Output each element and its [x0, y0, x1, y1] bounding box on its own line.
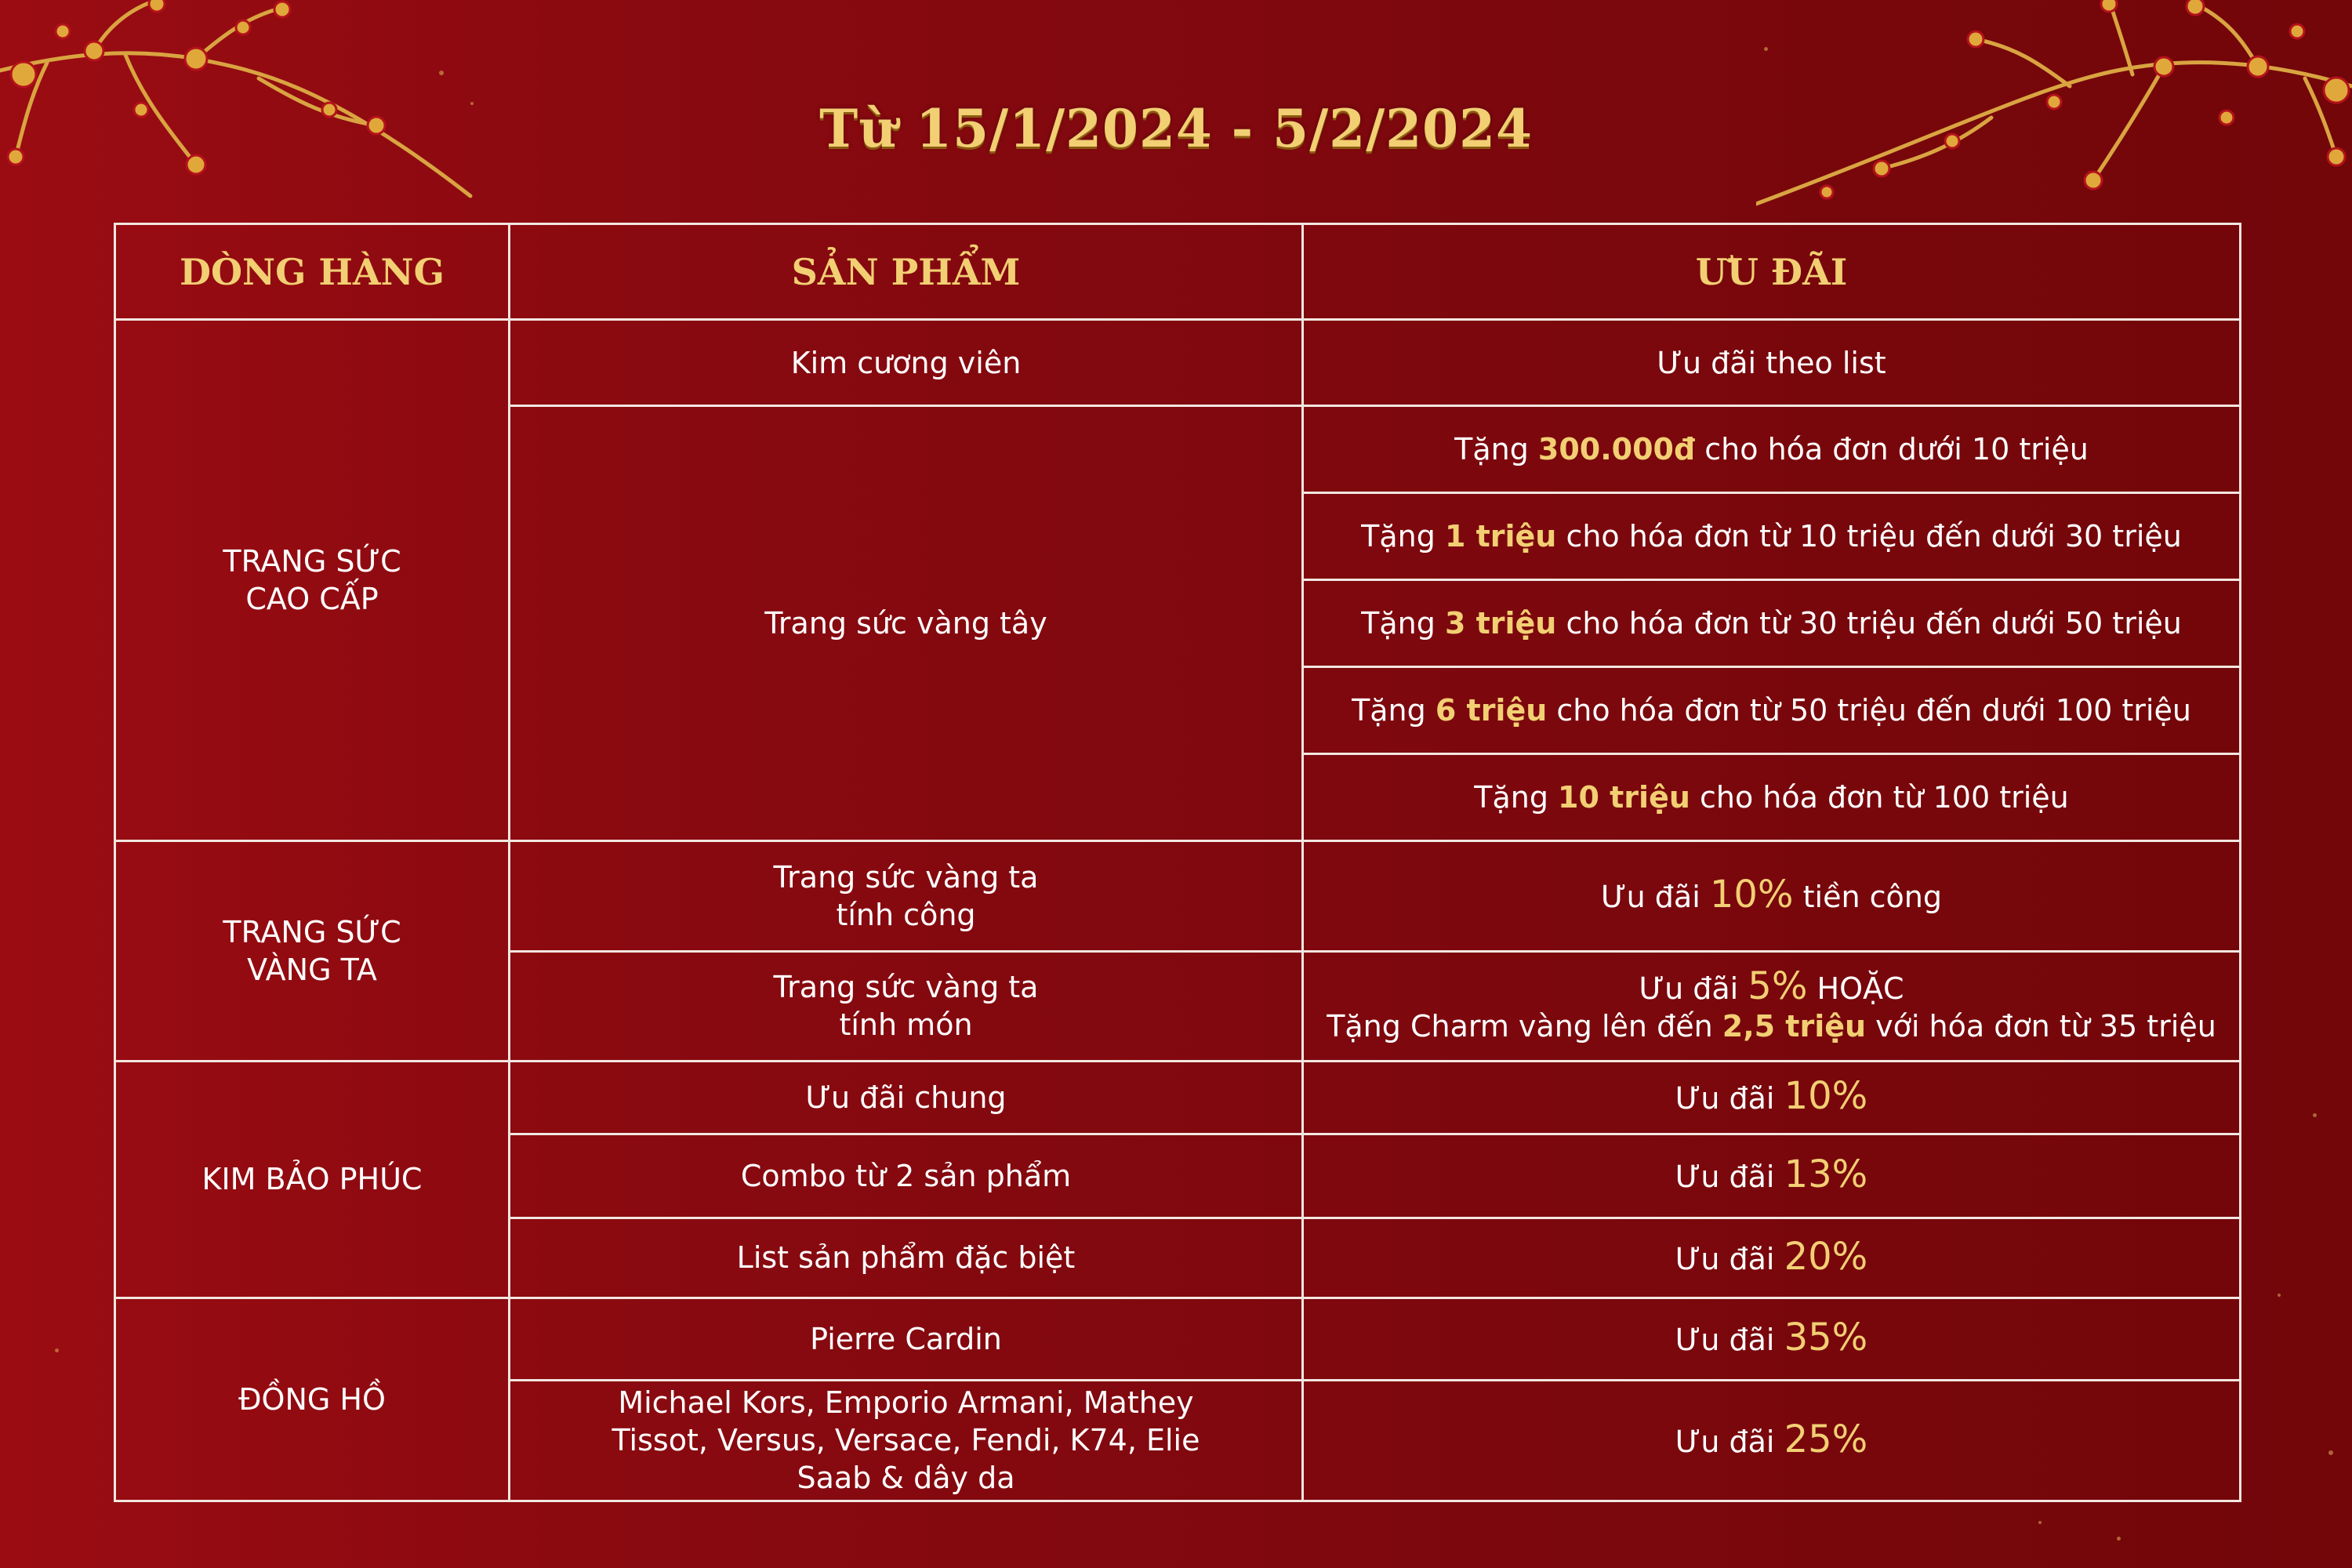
promotion-date-range-title: Từ 15/1/2024 - 5/2/2024 [819, 98, 1533, 159]
product-cell: Michael Kors, Emporio Armani, Mathey Tis… [508, 1378, 1304, 1503]
offer-amount: 10 triệu [1558, 780, 1690, 815]
offer-cell: Tặng 6 triệu cho hóa đơn từ 50 triệu đến… [1301, 666, 2241, 756]
offer-amount: 6 triệu [1435, 693, 1548, 728]
table-row: Combo từ 2 sản phẩm Ưu đãi 13% [115, 1132, 2241, 1219]
offer-cell: Ưu đãi 13% [1301, 1132, 2241, 1219]
category-cell: ĐỒNG HỒ [114, 1296, 510, 1503]
header-product: SẢN PHẨM [508, 222, 1304, 321]
category-cell: TRANG SỨC CAO CẤP [114, 318, 510, 843]
offer-cell: Tặng 300.000đ cho hóa đơn dưới 10 triệu [1301, 405, 2241, 495]
offer-amount: 2,5 triệu [1722, 1008, 1867, 1044]
offer-text: Ưu đãi [1675, 1160, 1784, 1195]
product-cell: List sản phẩm đặc biệt [508, 1216, 1304, 1299]
offer-cell: Ưu đãi 10% tiền công [1301, 840, 2241, 953]
offer-cell: Tặng 10 triệu cho hóa đơn từ 100 triệu [1301, 753, 2241, 843]
offer-text: Tặng Charm vàng lên đến [1327, 1008, 1722, 1044]
offer-text: Tặng [1474, 780, 1559, 815]
offer-text: cho hóa đơn từ 100 triệu [1690, 780, 2069, 815]
offer-amount: 300.000đ [1537, 432, 1696, 467]
table-row: TRANG SỨC CAO CẤP Kim cương viên Ưu đãi … [114, 318, 2241, 843]
offer-line-1: Ưu đãi 5% HOẶC [1319, 967, 2223, 1007]
offer-text: Tặng [1352, 693, 1436, 728]
offer-text: HOẶC [1807, 971, 1904, 1006]
offer-cell: Ưu đãi theo list [1301, 318, 2241, 408]
offer-percent: 10% [1784, 1074, 1868, 1119]
product-cell: Combo từ 2 sản phẩm [508, 1132, 1304, 1219]
offer-text: cho hóa đơn từ 30 triệu đến dưới 50 triệ… [1556, 606, 2182, 641]
offer-text: Tặng [1454, 432, 1538, 467]
offer-cell: Tặng 3 triệu cho hóa đơn từ 30 triệu đến… [1301, 579, 2241, 669]
offer-text: cho hóa đơn từ 10 triệu đến dưới 30 triệ… [1556, 519, 2182, 554]
offer-text: Ưu đãi [1675, 1081, 1784, 1116]
product-cell: Kim cương viên [508, 318, 1304, 408]
offer-text: Ưu đãi [1675, 1241, 1784, 1276]
offer-percent: 25% [1784, 1417, 1868, 1461]
offer-cell: Ưu đãi 20% [1301, 1216, 2241, 1299]
offer-text: Tặng [1361, 519, 1445, 554]
offer-text: với hóa đơn từ 35 triệu [1866, 1008, 2216, 1044]
plum-blossom-branch-left-icon [0, 0, 473, 198]
header-product-line: DÒNG HÀNG [114, 222, 510, 321]
offer-text: tiền công [1793, 880, 1942, 915]
table-header-row: DÒNG HÀNG SẢN PHẨM ƯU ĐÃI [114, 222, 2241, 321]
product-cell: Pierre Cardin [508, 1296, 1304, 1381]
offer-line-2: Tặng Charm vàng lên đến 2,5 triệu với hó… [1319, 1007, 2223, 1045]
offer-text: cho hóa đơn từ 50 triệu đến dưới 100 tri… [1547, 693, 2191, 728]
offer-cell: Ưu đãi 5% HOẶC Tặng Charm vàng lên đến 2… [1301, 949, 2241, 1062]
table-row: ĐỒNG HỒ Pierre Cardin Ưu đãi 35% [114, 1296, 2241, 1503]
product-cell: Trang sức vàng tây [508, 405, 1304, 843]
header-offer: ƯU ĐÃI [1301, 222, 2241, 321]
product-name: Michael Kors, Emporio Armani, Mathey Tis… [612, 1385, 1200, 1496]
offer-cell: Ưu đãi 35% [1301, 1296, 2241, 1381]
offer-cell: Tặng 1 triệu cho hóa đơn từ 10 triệu đến… [1301, 492, 2241, 582]
category-cell: TRANG SỨC VÀNG TA [114, 840, 510, 1062]
offer-amount: 3 triệu [1444, 606, 1557, 641]
offer-text: Ưu đãi [1675, 1424, 1784, 1459]
offer-text: Ưu đãi [1601, 880, 1710, 915]
offer-percent: 35% [1784, 1316, 1868, 1360]
offer-percent: 20% [1784, 1234, 1868, 1279]
plum-blossom-branch-right-icon [1756, 0, 2352, 206]
promotion-table: DÒNG HÀNG SẢN PHẨM ƯU ĐÃI TRANG SỨC CAO … [114, 222, 2241, 1503]
table-row: TRANG SỨC VÀNG TA Trang sức vàng ta tính… [114, 840, 2241, 1062]
offer-text: Tặng [1361, 606, 1445, 641]
category-label: TRANG SỨC CAO CẤP [223, 544, 401, 617]
product-cell: Ưu đãi chung [508, 1059, 1304, 1135]
offer-percent: 10% [1709, 873, 1794, 917]
table-row: Tặng 6 triệu cho hóa đơn từ 50 triệu đến… [115, 666, 2241, 756]
offer-cell: Ưu đãi 25% [1301, 1378, 2241, 1503]
offer-text: Ưu đãi [1639, 971, 1748, 1006]
offer-text: cho hóa đơn dưới 10 triệu [1695, 432, 2089, 467]
category-label: TRANG SỨC VÀNG TA [223, 915, 401, 988]
table-row: Tặng 3 triệu cho hóa đơn từ 30 triệu đến… [115, 579, 2241, 669]
table-row: KIM BẢO PHÚC Ưu đãi chung Ưu đãi 10% [114, 1059, 2241, 1299]
offer-text: Ưu đãi [1675, 1323, 1784, 1358]
product-cell: Trang sức vàng ta tính món [508, 949, 1304, 1062]
offer-amount: 1 triệu [1444, 519, 1557, 554]
table-row: Michael Kors, Emporio Armani, Mathey Tis… [115, 1378, 2241, 1503]
product-cell: Trang sức vàng ta tính công [508, 840, 1304, 953]
table-row: Trang sức vàng tây Tặng 300.000đ cho hóa… [115, 405, 2241, 843]
table-row: Trang sức vàng ta tính món Ưu đãi 5% HOẶ… [115, 949, 2241, 1062]
table-row: Tặng 10 triệu cho hóa đơn từ 100 triệu [115, 753, 2241, 843]
product-name: Trang sức vàng ta tính món [773, 970, 1039, 1043]
category-cell: KIM BẢO PHÚC [114, 1059, 510, 1299]
table-row: List sản phẩm đặc biệt Ưu đãi 20% [115, 1216, 2241, 1299]
offer-percent: 13% [1784, 1152, 1868, 1197]
table-row: Tặng 1 triệu cho hóa đơn từ 10 triệu đến… [115, 492, 2241, 582]
offer-percent: 5% [1748, 964, 1808, 1008]
product-name: Trang sức vàng ta tính công [773, 859, 1039, 932]
offer-cell: Ưu đãi 10% [1301, 1059, 2241, 1135]
